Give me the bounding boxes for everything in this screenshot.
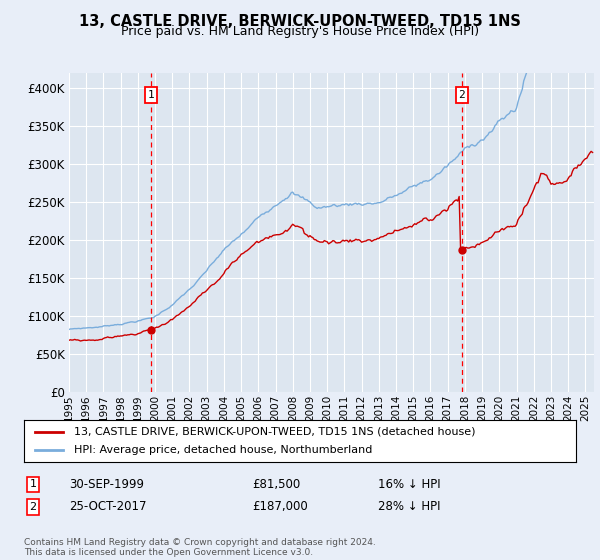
Text: 30-SEP-1999: 30-SEP-1999 (69, 478, 144, 491)
Text: 13, CASTLE DRIVE, BERWICK-UPON-TWEED, TD15 1NS: 13, CASTLE DRIVE, BERWICK-UPON-TWEED, TD… (79, 14, 521, 29)
Text: 25-OCT-2017: 25-OCT-2017 (69, 500, 146, 514)
Text: Price paid vs. HM Land Registry's House Price Index (HPI): Price paid vs. HM Land Registry's House … (121, 25, 479, 38)
Text: HPI: Average price, detached house, Northumberland: HPI: Average price, detached house, Nort… (74, 445, 372, 455)
Text: 2: 2 (458, 90, 465, 100)
Text: £81,500: £81,500 (252, 478, 300, 491)
Text: Contains HM Land Registry data © Crown copyright and database right 2024.
This d: Contains HM Land Registry data © Crown c… (24, 538, 376, 557)
Text: 2: 2 (29, 502, 37, 512)
Text: 28% ↓ HPI: 28% ↓ HPI (378, 500, 440, 514)
Text: 16% ↓ HPI: 16% ↓ HPI (378, 478, 440, 491)
Text: 13, CASTLE DRIVE, BERWICK-UPON-TWEED, TD15 1NS (detached house): 13, CASTLE DRIVE, BERWICK-UPON-TWEED, TD… (74, 427, 475, 437)
Text: £187,000: £187,000 (252, 500, 308, 514)
Text: 1: 1 (29, 479, 37, 489)
Text: 1: 1 (148, 90, 154, 100)
